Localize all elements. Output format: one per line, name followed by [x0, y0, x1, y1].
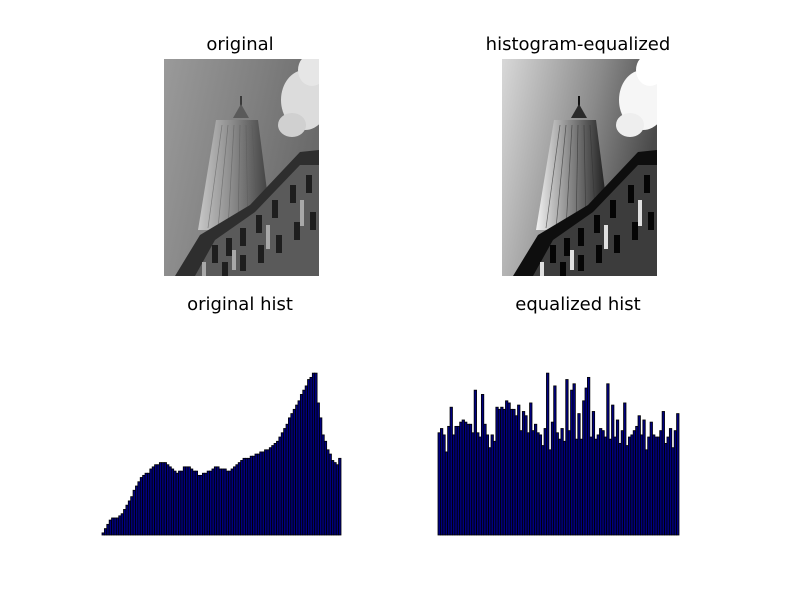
- equalized-histogram: [437, 372, 680, 536]
- equalized-hist-title: equalized hist: [515, 294, 641, 315]
- original-histogram: [101, 372, 342, 536]
- original-image: [164, 59, 319, 276]
- histogram-bar: [338, 457, 342, 536]
- original-hist-title: original hist: [187, 294, 293, 315]
- histogram-bar: [676, 413, 680, 536]
- original-image-title: original: [206, 34, 274, 55]
- equalized-image: [502, 59, 657, 276]
- equalized-image-title: histogram-equalized: [485, 34, 671, 55]
